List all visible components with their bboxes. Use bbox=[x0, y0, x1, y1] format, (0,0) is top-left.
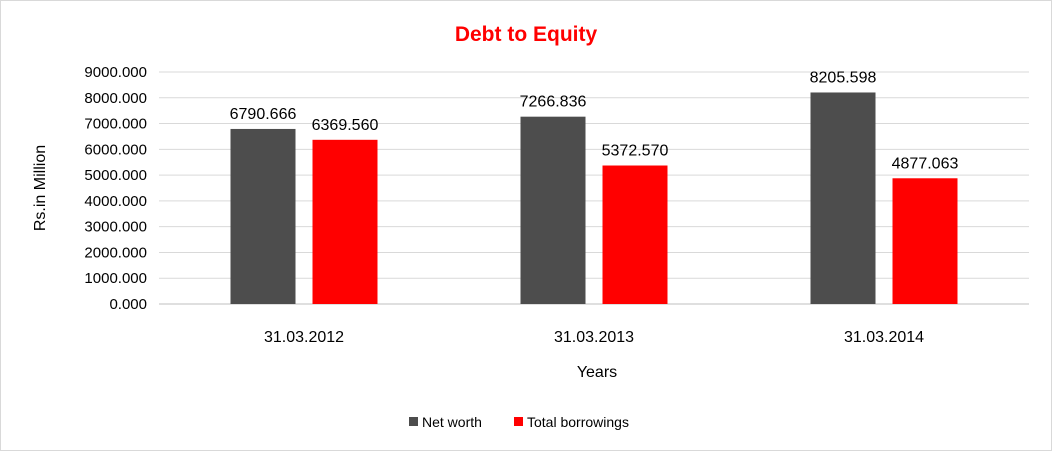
legend-swatch bbox=[409, 417, 418, 426]
bar-total-borrowings-1 bbox=[312, 139, 378, 304]
legend-label: Total borrowings bbox=[527, 414, 629, 430]
y-axis-ticks: 0.000 1000.000 2000.000 3000.000 4000.000 500… bbox=[84, 64, 147, 313]
gridlines bbox=[159, 71, 1029, 305]
x-axis-categories: 31.03.2012 31.03.2013 31.03.2014 bbox=[264, 329, 924, 346]
y-tick-label: 4000.000 bbox=[84, 193, 147, 210]
y-tick-label: 0.000 bbox=[109, 296, 147, 313]
y-tick-label: 2000.000 bbox=[84, 244, 147, 261]
legend-label: Net worth bbox=[422, 414, 482, 430]
legend: Net worth Total borrowings bbox=[409, 414, 629, 430]
x-category-label: 31.03.2013 bbox=[554, 329, 634, 346]
y-tick-label: 1000.000 bbox=[84, 270, 147, 287]
y-tick-label: 5000.000 bbox=[84, 167, 147, 184]
y-axis-title: Rs.in Million bbox=[32, 145, 49, 231]
x-axis-title: Years bbox=[577, 364, 617, 381]
bar-net-worth-2 bbox=[520, 116, 586, 304]
bar-net-worth-3 bbox=[810, 92, 876, 304]
data-labels: 6790.666 6369.560 7266.836 5372.570 8205.598… bbox=[230, 69, 959, 172]
data-label: 4877.063 bbox=[892, 155, 959, 172]
y-tick-label: 6000.000 bbox=[84, 141, 147, 158]
data-label: 6369.560 bbox=[312, 117, 379, 134]
data-label: 7266.836 bbox=[520, 94, 587, 111]
bar-total-borrowings-2 bbox=[602, 165, 668, 304]
data-label: 8205.598 bbox=[810, 69, 877, 86]
x-category-label: 31.03.2012 bbox=[264, 329, 344, 346]
y-tick-label: 3000.000 bbox=[84, 219, 147, 236]
data-label: 6790.666 bbox=[230, 106, 297, 123]
y-tick-label: 7000.000 bbox=[84, 116, 147, 133]
y-tick-label: 8000.000 bbox=[84, 90, 147, 107]
bar-total-borrowings-3 bbox=[892, 178, 958, 304]
bar-net-worth-1 bbox=[230, 128, 296, 304]
x-category-label: 31.03.2014 bbox=[844, 329, 924, 346]
legend-swatch bbox=[514, 417, 523, 426]
y-tick-label: 9000.000 bbox=[84, 64, 147, 81]
data-label: 5372.570 bbox=[602, 143, 669, 160]
bars bbox=[230, 92, 958, 304]
chart-title: Debt to Equity bbox=[455, 23, 598, 46]
